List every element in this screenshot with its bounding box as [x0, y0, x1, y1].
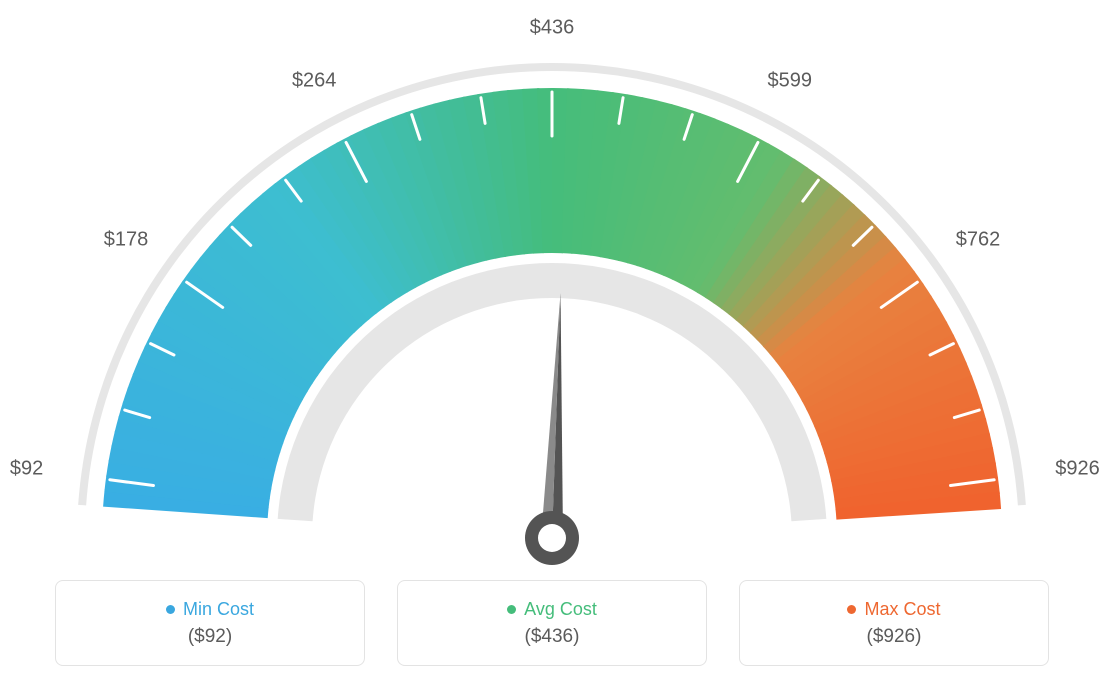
- legend-dot-min: [166, 605, 175, 614]
- gauge-tick-label: $92: [10, 457, 43, 480]
- legend-label-avg: Avg Cost: [524, 599, 597, 620]
- gauge-tick-label: $436: [530, 17, 575, 40]
- legend-value-min: ($92): [188, 626, 232, 648]
- legend-row: Min Cost ($92) Avg Cost ($436) Max Cost …: [0, 580, 1104, 666]
- gauge-tick-label: $599: [768, 70, 813, 93]
- legend-dot-avg: [507, 605, 516, 614]
- gauge-tick-label: $178: [104, 228, 149, 251]
- legend-top-avg: Avg Cost: [507, 599, 597, 620]
- legend-top-min: Min Cost: [166, 599, 254, 620]
- legend-label-max: Max Cost: [864, 599, 940, 620]
- gauge-tick-label: $264: [292, 70, 337, 93]
- legend-label-min: Min Cost: [183, 599, 254, 620]
- legend-card-avg: Avg Cost ($436): [397, 580, 707, 666]
- gauge-tick-label: $762: [956, 228, 1001, 251]
- legend-value-avg: ($436): [525, 626, 580, 648]
- gauge-tick-label: $926: [1055, 457, 1100, 480]
- legend-card-max: Max Cost ($926): [739, 580, 1049, 666]
- legend-value-max: ($926): [867, 626, 922, 648]
- cost-gauge: [0, 0, 1104, 580]
- legend-card-min: Min Cost ($92): [55, 580, 365, 666]
- legend-dot-max: [847, 605, 856, 614]
- legend-top-max: Max Cost: [847, 599, 940, 620]
